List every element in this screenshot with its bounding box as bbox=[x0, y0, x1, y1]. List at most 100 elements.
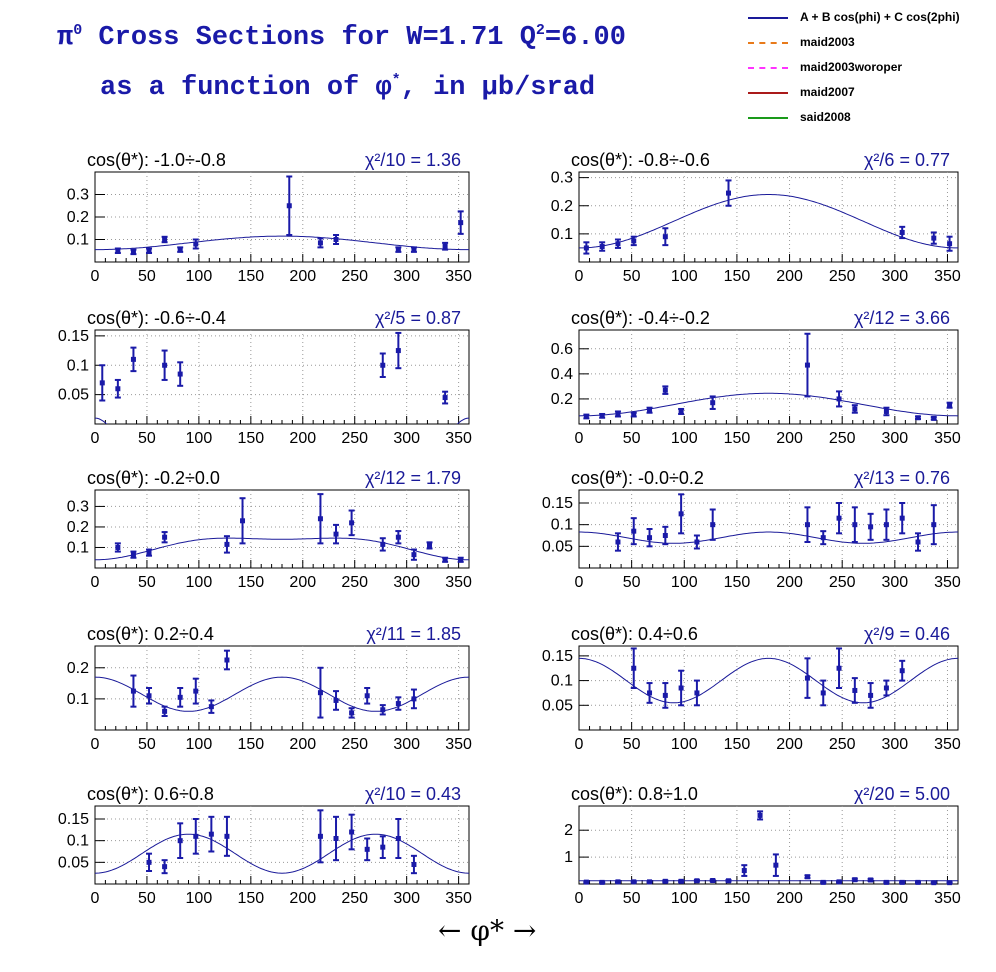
x-tick-label: 350 bbox=[934, 574, 961, 591]
data-point bbox=[725, 878, 731, 884]
x-tick-label: 200 bbox=[289, 268, 316, 285]
x-tick-label: 200 bbox=[776, 268, 803, 285]
data-point bbox=[427, 542, 433, 548]
data-point bbox=[820, 690, 826, 696]
data-point bbox=[240, 518, 246, 524]
data-point bbox=[333, 531, 339, 537]
data-point bbox=[162, 362, 168, 368]
panel-range-label: cos(θ*): 0.4÷0.6 bbox=[571, 624, 698, 644]
data-point bbox=[804, 874, 810, 880]
fit-curve bbox=[579, 392, 958, 417]
data-point bbox=[286, 203, 292, 209]
data-point bbox=[631, 665, 637, 671]
data-point bbox=[915, 539, 921, 545]
data-point bbox=[208, 704, 214, 710]
x-tick-label: 100 bbox=[186, 430, 213, 447]
panel-chi-label: χ²/12 = 1.79 bbox=[365, 468, 461, 488]
x-tick-label: 200 bbox=[776, 736, 803, 753]
x-tick-label: 350 bbox=[934, 890, 961, 907]
panel-range-label: cos(θ*): -0.0÷0.2 bbox=[571, 468, 704, 488]
x-axis-label: ← φ* → bbox=[438, 914, 537, 947]
x-tick-label: 100 bbox=[186, 890, 213, 907]
x-tick-label: 0 bbox=[91, 430, 100, 447]
data-point bbox=[662, 533, 668, 538]
data-point bbox=[395, 534, 401, 540]
plot-frame bbox=[94, 329, 470, 425]
x-tick-label: 200 bbox=[776, 574, 803, 591]
fit-curve bbox=[579, 657, 958, 704]
data-point bbox=[710, 400, 716, 406]
panel-chi-label: χ²/13 = 0.76 bbox=[854, 468, 950, 488]
plot-frame bbox=[578, 171, 959, 263]
data-point bbox=[130, 552, 136, 558]
x-tick-label: 300 bbox=[393, 890, 420, 907]
data-point bbox=[710, 878, 716, 884]
panel-chi-label: χ²/11 = 1.85 bbox=[366, 624, 461, 644]
data-point bbox=[411, 247, 417, 253]
x-tick-label: 150 bbox=[237, 736, 264, 753]
data-point bbox=[177, 694, 183, 700]
y-tick-label: 0.15 bbox=[58, 811, 89, 828]
legend-swatch-maid2007 bbox=[748, 92, 788, 94]
data-point bbox=[349, 520, 355, 526]
x-tick-label: 0 bbox=[91, 268, 100, 285]
y-tick-label: 0.6 bbox=[551, 341, 573, 358]
data-point bbox=[741, 868, 747, 874]
data-point bbox=[317, 516, 323, 522]
x-tick-label: 250 bbox=[829, 890, 856, 907]
x-tick-label: 50 bbox=[138, 736, 156, 753]
data-point bbox=[380, 362, 386, 368]
data-point bbox=[583, 879, 589, 885]
legend-label-maid2003woroper: maid2003woroper bbox=[800, 60, 903, 74]
fit-curve bbox=[95, 235, 469, 251]
y-tick-label: 0.15 bbox=[542, 495, 573, 512]
chart-title-line1: π0 Cross Sections for W=1.71 Q2=6.00 bbox=[57, 22, 626, 53]
data-point bbox=[599, 244, 605, 250]
data-point bbox=[130, 356, 136, 362]
x-tick-label: 100 bbox=[671, 430, 698, 447]
data-point bbox=[146, 693, 152, 699]
data-point bbox=[662, 878, 668, 884]
data-point bbox=[694, 690, 700, 696]
x-tick-label: 250 bbox=[829, 268, 856, 285]
x-tick-label: 350 bbox=[445, 736, 472, 753]
data-point bbox=[947, 402, 953, 408]
x-tick-label: 100 bbox=[671, 736, 698, 753]
fit-curve bbox=[579, 194, 958, 249]
data-point bbox=[647, 535, 653, 541]
x-tick-label: 200 bbox=[289, 736, 316, 753]
x-tick-label: 300 bbox=[881, 268, 908, 285]
y-tick-label: 0.4 bbox=[551, 366, 573, 383]
x-tick-label: 300 bbox=[393, 268, 420, 285]
panel-chi-label: χ²/10 = 0.43 bbox=[365, 784, 461, 804]
x-tick-label: 250 bbox=[829, 430, 856, 447]
data-point bbox=[177, 371, 183, 377]
legend-item-fit: A + B cos(phi) + C cos(2phi) bbox=[742, 6, 992, 31]
x-tick-label: 100 bbox=[186, 268, 213, 285]
x-tick-label: 0 bbox=[575, 736, 584, 753]
data-point bbox=[852, 687, 858, 693]
data-point bbox=[662, 692, 668, 698]
data-point bbox=[836, 396, 842, 402]
legend-label-maid2007: maid2007 bbox=[800, 85, 855, 99]
data-point bbox=[820, 879, 826, 885]
data-point bbox=[411, 862, 417, 867]
data-point bbox=[868, 877, 874, 883]
legend-swatch-maid2003woroper bbox=[748, 67, 788, 69]
x-tick-label: 50 bbox=[623, 430, 641, 447]
data-point bbox=[694, 878, 700, 884]
data-point bbox=[915, 415, 921, 421]
data-point bbox=[317, 833, 323, 839]
x-tick-label: 350 bbox=[934, 268, 961, 285]
y-tick-label: 0.05 bbox=[58, 854, 89, 871]
x-tick-label: 350 bbox=[445, 890, 472, 907]
x-tick-label: 50 bbox=[623, 890, 641, 907]
data-point bbox=[442, 395, 448, 401]
panel-range-label: cos(θ*): 0.8÷1.0 bbox=[571, 784, 698, 804]
x-tick-label: 350 bbox=[934, 430, 961, 447]
y-tick-label: 0.2 bbox=[551, 391, 573, 408]
panel-chi-label: χ²/12 = 3.66 bbox=[854, 308, 950, 328]
data-point bbox=[899, 515, 905, 521]
data-point bbox=[333, 237, 339, 242]
data-point bbox=[380, 541, 386, 547]
